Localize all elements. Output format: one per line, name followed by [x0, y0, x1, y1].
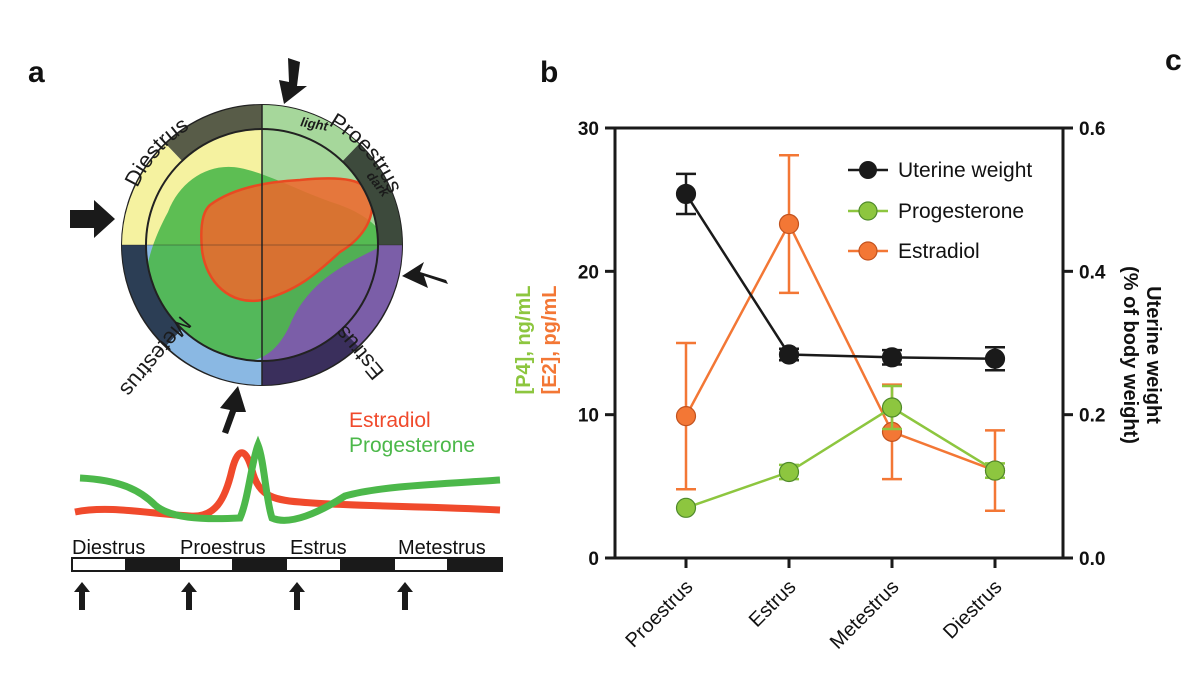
timeline-dark-block — [125, 558, 180, 571]
timeline-dark-block — [447, 558, 502, 571]
series-line — [684, 221, 996, 472]
timeline-dark-block — [340, 558, 395, 571]
right-axis-label-line2: (% of body weight) — [1119, 266, 1141, 444]
wheel-arrows — [70, 58, 448, 434]
data-point — [675, 406, 697, 427]
legend-label-uterine: Uterine weight — [898, 159, 1032, 182]
data-point — [675, 497, 697, 518]
data-point — [778, 461, 800, 483]
x-tick-label: Estrus — [745, 576, 801, 632]
estradiol-region — [200, 177, 374, 303]
timeline-label-estrus: Estrus — [290, 537, 347, 559]
series-line — [684, 193, 996, 361]
estradiol-curve-label: Estradiol — [349, 409, 431, 432]
series-uterine-weight — [675, 172, 1006, 372]
data-point — [675, 183, 697, 205]
chart-legend: Uterine weight Progesterone Estradiol — [848, 159, 1032, 263]
arrow-icon — [220, 386, 246, 434]
series-progesterone — [675, 384, 1006, 518]
timeline-dark-block — [232, 558, 287, 571]
estrous-wheel: light dark Proestrus Diestrus Estrus Met… — [70, 58, 448, 434]
left-axis-label-p4: [P4], ng/mL — [513, 286, 535, 395]
right-tick-label: 0.0 — [1079, 549, 1105, 570]
x-tick-label: Diestrus — [939, 576, 1006, 643]
x-tick-label: Metestrus — [826, 576, 904, 654]
legend-marker-estradiol — [858, 241, 878, 261]
arrow-icon — [402, 262, 448, 288]
up-arrow-icon — [181, 582, 197, 610]
left-tick-label: 10 — [578, 406, 599, 427]
up-arrow-icon — [289, 582, 305, 610]
data-point — [778, 344, 800, 365]
right-tick-label: 0.2 — [1079, 406, 1105, 427]
progesterone-curve — [79, 435, 501, 524]
data-point — [984, 348, 1006, 369]
hormone-uterine-chart: 0 10 20 30 0.0 0.2 0.4 0.6 Proestrus Estrus Mete… — [513, 119, 1164, 654]
light-label: light — [299, 114, 329, 134]
data-point — [881, 347, 903, 368]
arrow-icon — [279, 58, 307, 104]
data-point — [881, 397, 903, 418]
cycle-timeline: Diestrus Proestrus Estrus Metestrus — [71, 537, 503, 610]
left-axis-label-e2: [E2], pg/mL — [539, 286, 561, 395]
left-tick-label: 20 — [578, 262, 599, 283]
hormone-curves: Estradiol Progesterone — [74, 409, 501, 524]
timeline-label-proestrus: Proestrus — [180, 537, 266, 559]
data-point — [778, 213, 800, 235]
legend-label-estradiol: Estradiol — [898, 240, 980, 263]
timeline-label-diestrus: Diestrus — [72, 537, 145, 559]
panel-letter-c: c — [1165, 44, 1182, 77]
legend-marker-progesterone — [858, 201, 878, 221]
left-tick-label: 30 — [578, 119, 599, 140]
progesterone-curve-label: Progesterone — [349, 434, 475, 457]
legend-label-progesterone: Progesterone — [898, 200, 1024, 223]
up-arrow-icon — [74, 582, 90, 610]
right-tick-label: 0.4 — [1079, 262, 1106, 283]
arrow-icon — [70, 200, 115, 238]
data-point — [984, 460, 1006, 481]
panel-letter-b: b — [540, 56, 558, 89]
timeline-label-metestrus: Metestrus — [398, 537, 486, 559]
panel-letter-a: a — [28, 56, 45, 89]
right-tick-label: 0.6 — [1079, 119, 1105, 140]
series-line — [685, 406, 996, 510]
x-tick-label: Proestrus — [621, 576, 697, 652]
legend-marker-uterine — [859, 161, 877, 179]
right-axis-label-line1: Uterine weight — [1142, 286, 1164, 424]
up-arrow-icon — [397, 582, 413, 610]
left-tick-label: 0 — [588, 549, 599, 570]
